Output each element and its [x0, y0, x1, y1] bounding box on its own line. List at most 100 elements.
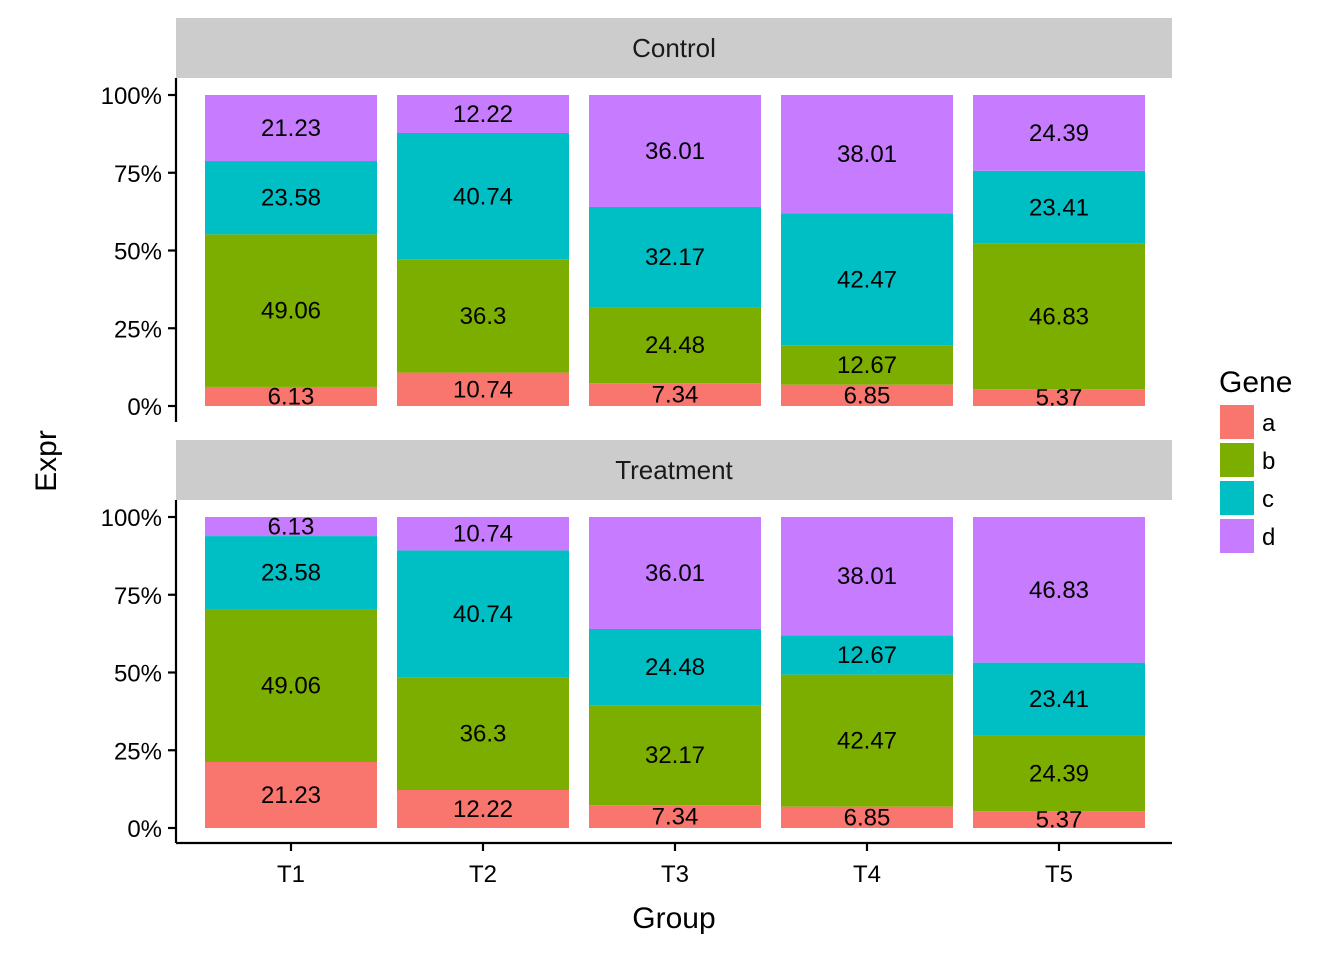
bar-segment-t1-a [205, 761, 377, 828]
bar-segment-t4-c [781, 635, 953, 675]
data-label: 10.74 [453, 376, 513, 403]
y-tick-label: 100% [101, 83, 162, 110]
facet-strip [176, 18, 1172, 78]
data-label: 24.48 [645, 332, 705, 359]
bar-segment-t4-c [781, 213, 953, 346]
y-tick-label: 0% [127, 816, 162, 843]
y-tick-label: 50% [114, 661, 162, 688]
data-label: 24.39 [1029, 760, 1089, 787]
x-tick-label: T5 [1045, 861, 1073, 888]
data-label: 36.01 [645, 138, 705, 165]
legend-label: a [1262, 410, 1276, 437]
bar-segment-t2-c [397, 133, 569, 260]
data-label: 6.85 [844, 804, 891, 831]
data-label: 7.34 [652, 804, 699, 831]
x-tick-label: T2 [469, 861, 497, 888]
x-tick-label: T4 [853, 861, 881, 888]
legend-key-a [1220, 405, 1254, 439]
data-label: 36.3 [460, 303, 507, 330]
bar-segment-t3-c [589, 628, 761, 706]
bar-segment-t3-b [589, 705, 761, 806]
x-axis: T1 T2 T3 T4 T5 [176, 841, 1172, 888]
facet-strip-label: Control [632, 33, 716, 63]
legend-label: c [1262, 486, 1274, 513]
data-label: 21.23 [261, 782, 321, 809]
bar-segment-t5-b [973, 243, 1145, 390]
data-label: 49.06 [261, 298, 321, 325]
y-axis-title: Expr [30, 430, 63, 492]
bar-segment-t1-b [205, 234, 377, 387]
bar-segment-t4-d [781, 517, 953, 636]
bar-segment-t2-a [397, 372, 569, 406]
legend-key-b [1220, 443, 1254, 477]
bar-segment-t1-c [205, 536, 377, 610]
data-label: 23.41 [1029, 686, 1089, 713]
data-label: 7.34 [652, 382, 699, 409]
bar-segment-t4-a [781, 806, 953, 828]
facet-strip-label: Treatment [615, 455, 733, 485]
legend-key-d [1220, 519, 1254, 553]
bar-segment-t2-b [397, 677, 569, 790]
legend-title: Gene [1219, 366, 1292, 399]
facet-panels: Control 6.13 49.06 23.58 21.23 10.74 36.3 40.74… [101, 18, 1172, 843]
data-label: 12.22 [453, 796, 513, 823]
bar-segment-t5-d [973, 517, 1145, 663]
legend-key-c [1220, 481, 1254, 515]
bar-segment-t1-b [205, 609, 377, 762]
data-label: 12.67 [837, 352, 897, 379]
bar-segment-t2-b [397, 259, 569, 373]
y-tick-label: 100% [101, 505, 162, 532]
x-tick-label: T1 [277, 861, 305, 888]
data-label: 24.39 [1029, 120, 1089, 147]
data-label: 38.01 [837, 563, 897, 590]
y-tick-label: 75% [114, 583, 162, 610]
data-label: 36.01 [645, 560, 705, 587]
data-label: 12.67 [837, 642, 897, 669]
bar-segment-t2-d [397, 95, 569, 134]
legend-label: b [1262, 448, 1275, 475]
data-label: 6.13 [268, 514, 315, 541]
x-tick-label: T3 [661, 861, 689, 888]
bar-segment-t5-c [973, 170, 1145, 244]
bar-segment-t1-d [205, 95, 377, 162]
y-tick-label: 0% [127, 394, 162, 421]
data-label: 42.47 [837, 728, 897, 755]
bar-segment-t3-a [589, 383, 761, 406]
data-label: 46.83 [1029, 303, 1089, 330]
data-label: 40.74 [453, 601, 513, 628]
bar-segment-t1-a [205, 386, 377, 406]
data-label: 46.83 [1029, 577, 1089, 604]
bar-segment-t1-d [205, 517, 377, 537]
data-label: 23.41 [1029, 194, 1089, 221]
bar-segment-t2-a [397, 789, 569, 828]
y-tick-label: 75% [114, 161, 162, 188]
data-label: 23.58 [261, 560, 321, 587]
bar-segment-t4-b [781, 345, 953, 385]
data-label: 12.22 [453, 101, 513, 128]
bar-segment-t3-c [589, 206, 761, 308]
bar-segment-t4-a [781, 384, 953, 406]
data-label: 10.74 [453, 521, 513, 548]
data-label: 38.01 [837, 141, 897, 168]
bar-segment-t4-d [781, 95, 953, 214]
bar-segment-t2-d [397, 517, 569, 551]
panel-treatment: Treatment 21.23 49.06 23.58 6.13 12.22 36.3 40.… [101, 440, 1172, 843]
bar-segment-t2-c [397, 550, 569, 678]
data-label: 40.74 [453, 183, 513, 210]
bar-segment-t3-d [589, 517, 761, 629]
data-label: 24.48 [645, 654, 705, 681]
data-label: 32.17 [645, 244, 705, 271]
legend-label: d [1262, 524, 1275, 551]
panel-control: Control 6.13 49.06 23.58 21.23 10.74 36.3 40.74… [101, 18, 1172, 422]
y-tick-label: 25% [114, 316, 162, 343]
data-label: 42.47 [837, 266, 897, 293]
y-tick-label: 25% [114, 738, 162, 765]
data-label: 32.17 [645, 742, 705, 769]
bar-segment-t5-c [973, 662, 1145, 736]
bar-segment-t5-a [973, 811, 1145, 828]
data-label: 49.06 [261, 673, 321, 700]
facet-strip [176, 440, 1172, 500]
data-label: 6.85 [844, 382, 891, 409]
